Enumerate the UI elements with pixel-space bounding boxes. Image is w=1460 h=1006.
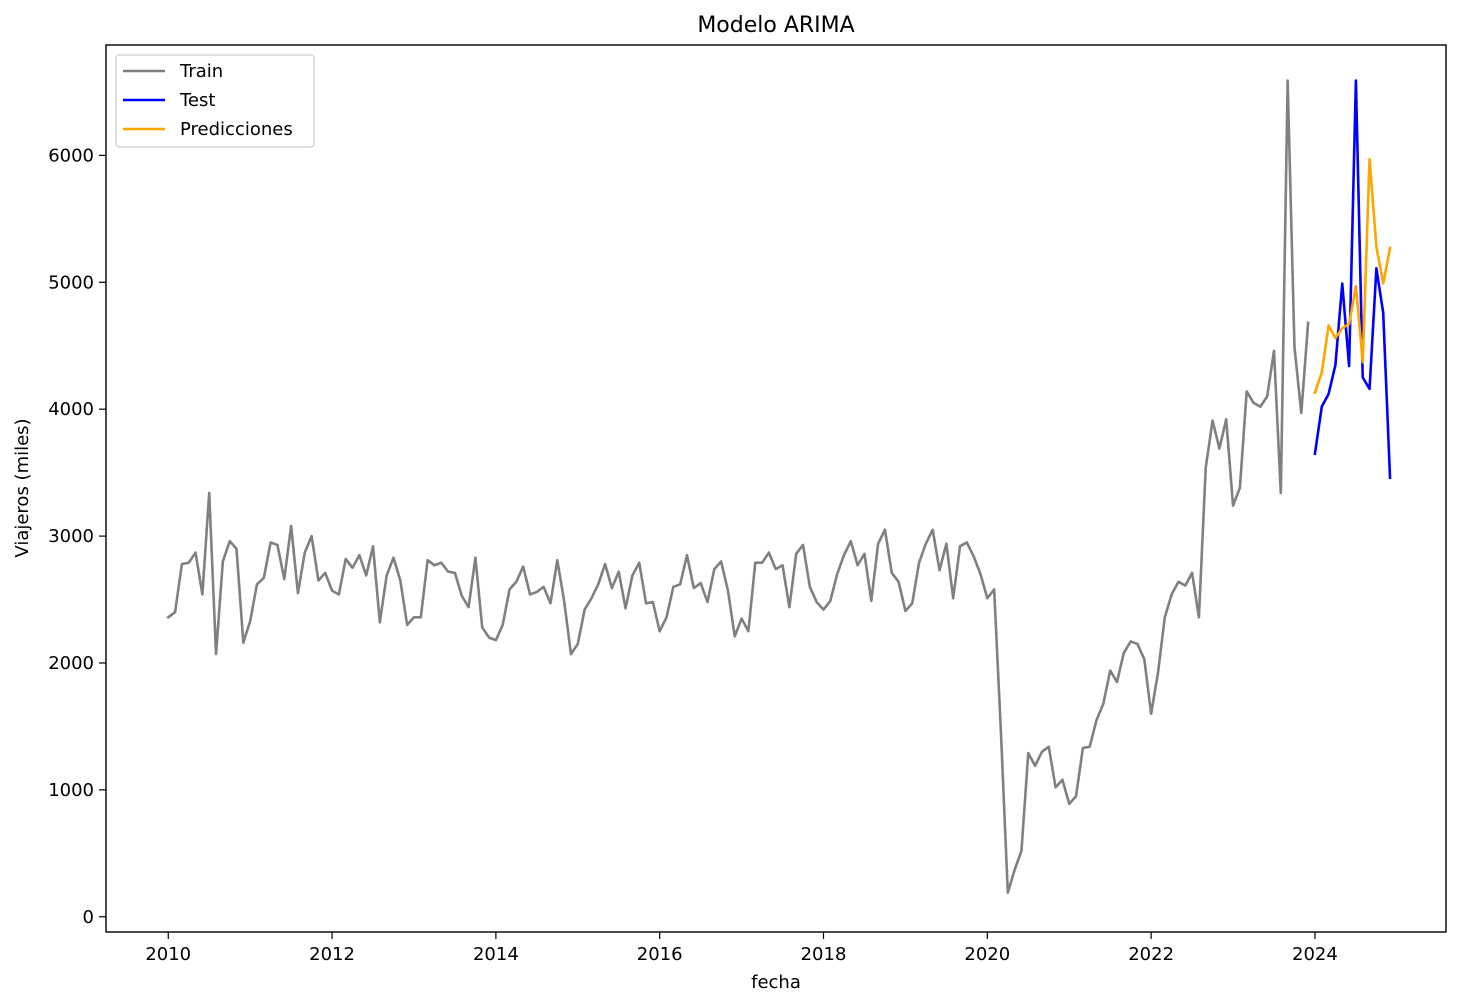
series-line-train [166, 79, 1310, 894]
legend: Train Test Predicciones [115, 54, 315, 148]
series-line-test [1313, 79, 1392, 480]
y-axis: 0 1000 2000 3000 4000 5000 6000 [48, 145, 106, 928]
legend-label: Test [179, 90, 215, 111]
chart-title: Modelo ARIMA [697, 13, 854, 38]
x-tick-label: 2010 [145, 944, 191, 965]
plot-area [166, 79, 1392, 894]
y-tick-label: 0 [83, 907, 94, 928]
y-tick-label: 3000 [48, 526, 94, 547]
x-tick-label: 2014 [473, 944, 519, 965]
legend-box [115, 54, 315, 148]
x-tick-label: 2020 [964, 944, 1010, 965]
y-tick-label: 6000 [48, 145, 94, 166]
x-axis-label: fecha [751, 972, 801, 993]
x-tick-label: 2022 [1128, 944, 1174, 965]
y-tick-label: 1000 [48, 780, 94, 801]
y-tick-label: 5000 [48, 272, 94, 293]
plot-frame [105, 44, 1447, 933]
x-tick-label: 2024 [1292, 944, 1338, 965]
x-axis: 2010 2012 2014 2016 2018 2020 2022 2024 [145, 932, 1338, 965]
y-tick-label: 4000 [48, 399, 94, 420]
legend-label: Train [179, 61, 223, 82]
y-axis-label: Viajeros (miles) [12, 418, 33, 557]
x-tick-label: 2016 [637, 944, 683, 965]
y-tick-label: 2000 [48, 653, 94, 674]
x-tick-label: 2018 [801, 944, 847, 965]
x-tick-label: 2012 [309, 944, 355, 965]
series-line-predicciones [1313, 157, 1392, 395]
legend-label: Predicciones [180, 119, 293, 140]
